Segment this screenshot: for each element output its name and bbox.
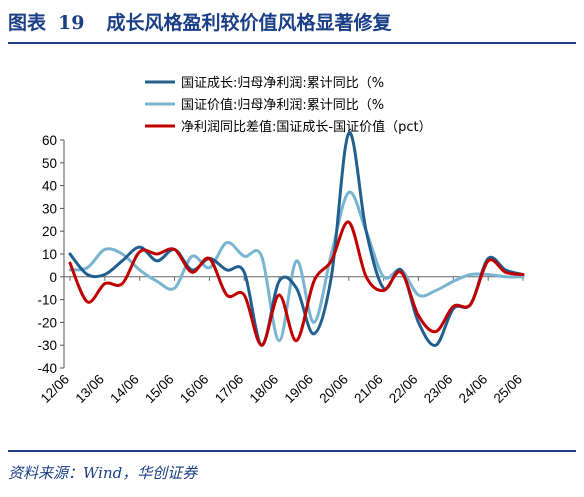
- series-line: [68, 190, 525, 343]
- line-chart: -40 -30 -20 -10 0 10 20 30 40 50 60 12/06 13/06 14/06…: [37, 76, 526, 407]
- y-tick-label: 20: [42, 224, 57, 239]
- title-underline: [8, 42, 576, 44]
- series-line: [68, 220, 525, 347]
- y-tick-label: -10: [37, 293, 57, 308]
- source-note: 资料来源：Wind，华创证券: [8, 464, 198, 482]
- y-tick-label: -30: [37, 338, 57, 353]
- y-tick-label: 60: [42, 133, 57, 148]
- footer-rule: [8, 450, 576, 452]
- legend-label: 国证价值:归母净利润:累计同比（%: [181, 97, 384, 113]
- x-tick-label: 18/06: [247, 372, 282, 407]
- x-tick-label: 24/06: [456, 372, 491, 407]
- x-tick-label: 15/06: [142, 372, 177, 407]
- x-tick-label: 20/06: [316, 372, 351, 407]
- legend-label: 国证成长:归母净利润:累计同比（%: [181, 76, 384, 91]
- y-tick-label: 0: [49, 270, 57, 285]
- x-tick-label: 22/06: [386, 372, 421, 407]
- figure-title: 图表 19 成长风格盈利较价值风格显著修复: [8, 8, 576, 40]
- y-tick-label: 10: [42, 247, 57, 262]
- legend-label: 净利润同比差值:国证成长-国证价值（pct）: [181, 119, 432, 135]
- series-line: [68, 131, 525, 347]
- y-tick-label: -20: [37, 315, 57, 330]
- y-tick-label: 50: [42, 156, 57, 171]
- x-tick-label: 14/06: [107, 372, 142, 407]
- x-tick-label: 13/06: [72, 372, 107, 407]
- y-tick-label: 30: [42, 201, 57, 216]
- figure-label: 图表: [8, 12, 47, 34]
- x-tick-label: 25/06: [491, 372, 526, 407]
- figure-number: 19: [58, 12, 85, 34]
- figure-caption: 成长风格盈利较价值风格显著修复: [106, 12, 392, 34]
- x-tick-label: 16/06: [177, 372, 212, 407]
- x-tick-label: 17/06: [212, 372, 247, 407]
- x-tick-label: 12/06: [38, 372, 73, 407]
- x-tick-label: 21/06: [351, 372, 386, 407]
- x-tick-label: 19/06: [282, 372, 317, 407]
- y-tick-label: 40: [42, 179, 57, 194]
- y-tick-label: -40: [37, 361, 57, 376]
- x-tick-label: 23/06: [421, 372, 456, 407]
